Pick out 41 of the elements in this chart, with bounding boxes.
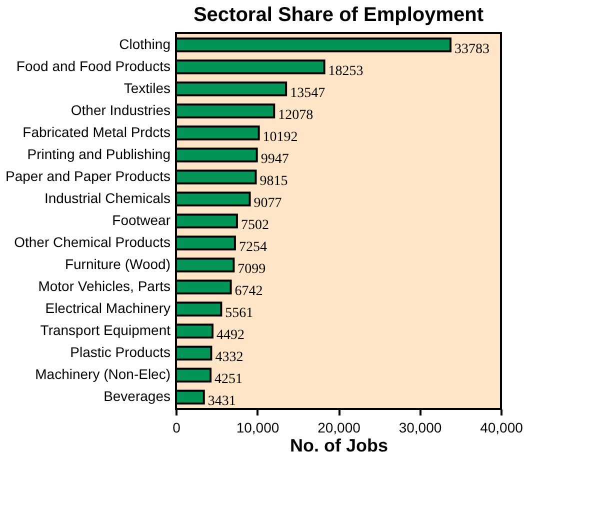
data-label: 10192 bbox=[262, 130, 298, 145]
y-tick-label: Other Chemical Products bbox=[14, 234, 170, 250]
y-tick-label: Transport Equipment bbox=[40, 322, 171, 338]
x-tick-label: 40,000 bbox=[480, 420, 524, 436]
x-axis-title: No. of Jobs bbox=[290, 436, 388, 456]
y-tick-label: Fabricated Metal Prdcts bbox=[22, 124, 170, 140]
data-label: 3431 bbox=[208, 394, 236, 410]
data-label: 9077 bbox=[254, 196, 282, 211]
chart-title: Sectoral Share of Employment bbox=[193, 4, 484, 26]
data-label: 4332 bbox=[215, 350, 244, 366]
y-tick-label: Paper and Paper Products bbox=[6, 168, 170, 184]
y-tick-label: Electrical Machinery bbox=[45, 300, 170, 316]
data-label: 9815 bbox=[260, 174, 288, 189]
data-label: 7254 bbox=[238, 240, 267, 256]
data-label: 13547 bbox=[290, 86, 326, 101]
y-tick-label: Furniture (Wood) bbox=[64, 256, 170, 272]
y-tick-label: Plastic Products bbox=[70, 344, 170, 360]
data-label: 4492 bbox=[216, 328, 244, 344]
y-tick-label: Footwear bbox=[112, 212, 171, 228]
data-label: 5561 bbox=[225, 306, 254, 322]
y-tick-label: Clothing bbox=[119, 36, 170, 52]
data-label: 6742 bbox=[234, 284, 263, 300]
data-label: 18253 bbox=[328, 64, 364, 79]
y-tick-label: Textiles bbox=[124, 80, 170, 96]
y-tick-label: Machinery (Non-Elec) bbox=[35, 366, 170, 382]
x-tick-label: 20,000 bbox=[318, 420, 361, 436]
data-label: 7502 bbox=[240, 218, 269, 233]
y-tick-label: Other Industries bbox=[70, 102, 170, 118]
x-tick-label: 0 bbox=[172, 420, 181, 436]
x-tick-label: 10,000 bbox=[236, 420, 280, 436]
data-label: 9947 bbox=[260, 152, 289, 167]
y-tick-label: Beverages bbox=[104, 388, 170, 404]
y-tick-label: Industrial Chemicals bbox=[44, 190, 170, 206]
data-label: 4251 bbox=[214, 372, 243, 388]
y-tick-label: Food and Food Products bbox=[16, 58, 170, 74]
y-tick-label: Printing and Publishing bbox=[27, 146, 170, 162]
x-tick-label: 30,000 bbox=[398, 420, 442, 436]
data-label: 33783 bbox=[454, 42, 490, 57]
data-label: 12078 bbox=[278, 108, 314, 123]
data-label: 7099 bbox=[238, 262, 266, 278]
y-tick-label: Motor Vehicles, Parts bbox=[38, 278, 170, 294]
